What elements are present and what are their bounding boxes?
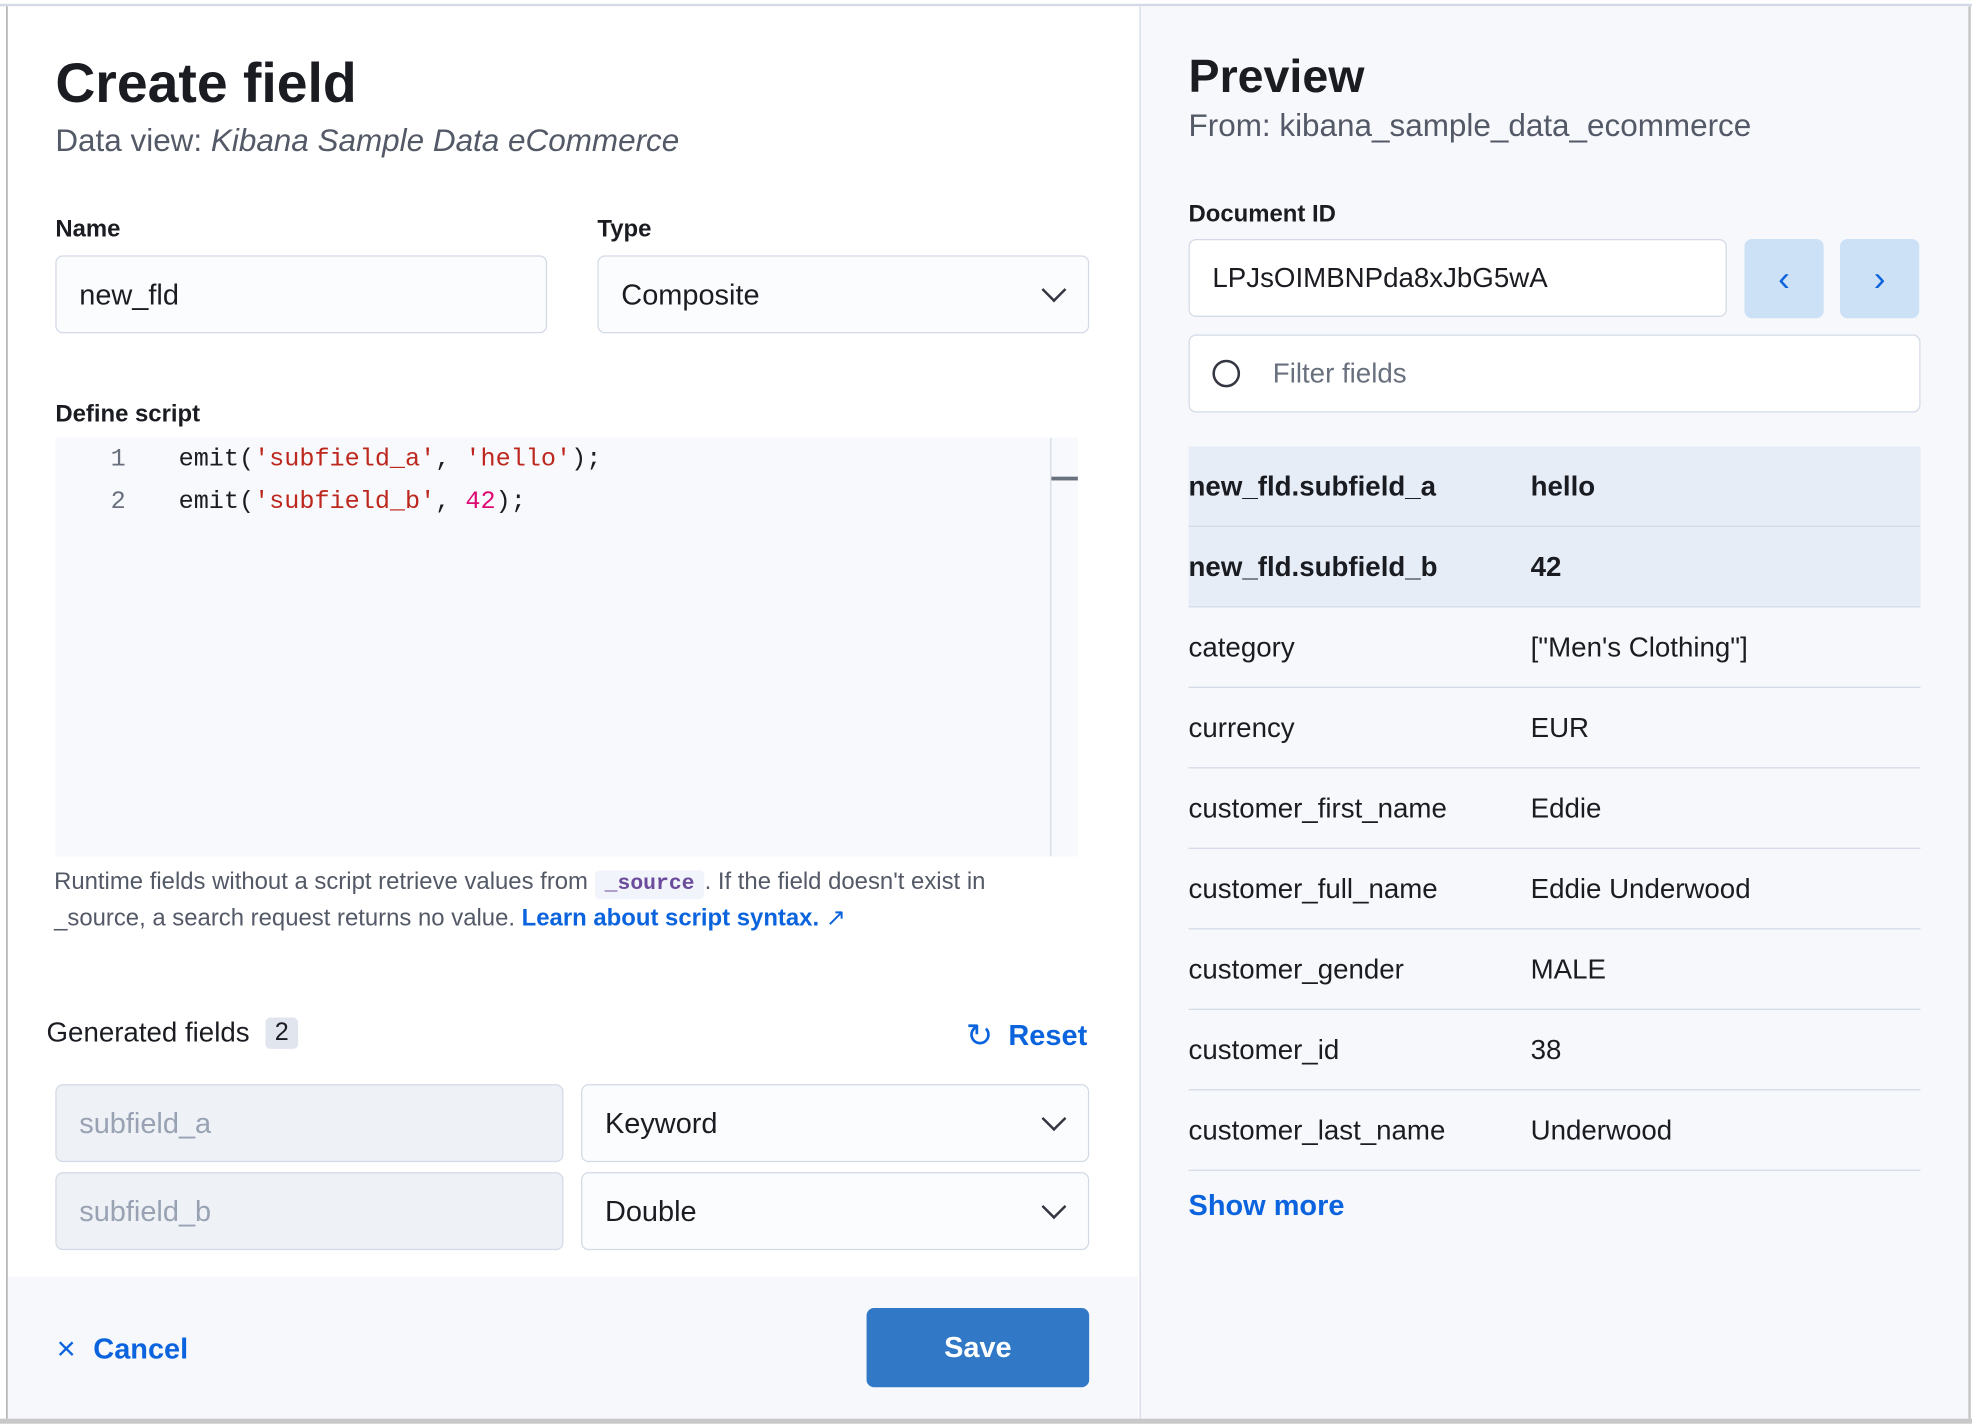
generated-field-name-input: subfield_a (55, 1084, 564, 1163)
data-view-name: Kibana Sample Data eCommerce (210, 123, 680, 159)
cancel-button[interactable]: × Cancel (57, 1329, 189, 1368)
preview-field-row: currency EUR (1188, 688, 1921, 769)
filter-fields-input[interactable]: Filter fields (1188, 334, 1921, 413)
code-string: 'subfield_b' (254, 487, 436, 517)
preview-field-row: customer_full_name Eddie Underwood (1188, 849, 1921, 930)
search-icon (1212, 359, 1241, 388)
save-button[interactable]: Save (866, 1308, 1090, 1388)
field-name: customer_full_name (1188, 872, 1438, 904)
field-name: new_fld.subfield_a (1188, 469, 1437, 502)
subtitle-prefix: Data view: (55, 123, 211, 159)
field-name: currency (1188, 711, 1295, 743)
line-number: 2 (110, 487, 126, 517)
preview-field-row: category ["Men's Clothing"] (1188, 607, 1921, 688)
field-name: category (1188, 630, 1295, 663)
field-name: customer_last_name (1188, 1113, 1446, 1146)
preview-field-row: customer_id 38 (1188, 1010, 1921, 1091)
preview-title: Preview (1188, 50, 1365, 102)
script-editor[interactable]: 1 emit('subfield_a', 'hello'); 2 emit('subf… (55, 437, 1078, 857)
name-value: new_fld (79, 277, 179, 311)
field-value: Eddie Underwood (1530, 872, 1751, 904)
generated-field-name: subfield_a (79, 1106, 212, 1139)
chevron-down-icon (1041, 277, 1067, 303)
field-value: hello (1530, 469, 1596, 502)
preview-source: From: kibana_sample_data_ecommerce (1188, 108, 1752, 144)
help-text-1: Runtime fields without a script retrieve… (54, 869, 588, 896)
document-id-input[interactable]: LPJsOIMBNPda8xJbG5wA (1188, 238, 1727, 317)
line-number: 1 (110, 445, 126, 475)
type-value: Composite (621, 277, 760, 311)
generated-field-type: Keyword (604, 1106, 718, 1139)
field-name: customer_id (1188, 1033, 1340, 1065)
code-token: , (435, 445, 466, 475)
chevron-right-icon: › (1873, 258, 1886, 298)
field-value: 38 (1530, 1033, 1562, 1065)
name-input[interactable]: new_fld (55, 255, 548, 334)
external-link-icon: ↗ (825, 905, 846, 932)
previous-document-button[interactable]: ‹ (1744, 238, 1824, 319)
top-border (0, 3, 1972, 7)
chevron-down-icon (1041, 1106, 1067, 1132)
code-literal: 42 (465, 487, 496, 517)
field-value: ["Men's Clothing"] (1530, 630, 1748, 663)
show-more-link[interactable]: Show more (1188, 1188, 1345, 1222)
generated-fields-header: Generated fields 2 (47, 1016, 298, 1049)
help-text-2: . If the field doesn't exist in (704, 869, 986, 896)
code-token: ); (495, 487, 526, 517)
document-id-value: LPJsOIMBNPda8xJbG5wA (1212, 261, 1548, 294)
chevron-left-icon: ‹ (1778, 258, 1790, 298)
field-value: Eddie (1530, 791, 1602, 824)
field-name: new_fld.subfield_b (1188, 550, 1438, 582)
preview-field-row: new_fld.subfield_a hello (1188, 446, 1921, 527)
preview-field-row: customer_gender MALE (1188, 929, 1921, 1010)
reset-label: Reset (1008, 1018, 1088, 1052)
field-value: EUR (1530, 711, 1590, 743)
data-view-subtitle: Data view: Kibana Sample Data eCommerce (55, 123, 679, 159)
close-icon: × (56, 1329, 76, 1368)
generated-field-type-select[interactable]: Double (581, 1172, 1090, 1251)
generated-count-badge: 2 (265, 1016, 298, 1049)
filter-placeholder: Filter fields (1272, 357, 1407, 389)
generated-field-type: Double (604, 1194, 697, 1227)
generated-field-type-select[interactable]: Keyword (581, 1084, 1090, 1163)
editor-scroll-thumb[interactable] (1051, 476, 1078, 481)
document-id-label: Document ID (1188, 201, 1336, 228)
preview-field-row: customer_last_name Underwood (1188, 1090, 1921, 1171)
source-code-badge: _source (594, 870, 705, 900)
next-document-button[interactable]: › (1840, 238, 1920, 319)
code-token: ); (571, 445, 602, 475)
field-value: Underwood (1530, 1113, 1673, 1146)
type-select[interactable]: Composite (597, 255, 1090, 334)
page-title: Create field (55, 52, 357, 115)
editor-scrollbar-track[interactable] (1050, 437, 1052, 857)
preview-field-row: customer_first_name Eddie (1188, 768, 1921, 849)
name-label: Name (55, 216, 121, 243)
script-syntax-link[interactable]: Learn about script syntax. ↗ (521, 905, 846, 932)
script-help-text: Runtime fields without a script retrieve… (54, 865, 1085, 935)
chevron-down-icon (1041, 1194, 1067, 1220)
generated-field-name: subfield_b (79, 1194, 212, 1227)
help-text-3: _source, a search request returns no val… (54, 905, 516, 932)
bottom-border (0, 1418, 1972, 1424)
field-name: customer_gender (1188, 952, 1404, 985)
refresh-icon: ↻ (965, 1016, 994, 1054)
script-label: Define script (55, 401, 201, 428)
code-token: emit( (178, 487, 255, 517)
cancel-label: Cancel (93, 1331, 189, 1365)
code-token: emit( (178, 445, 255, 475)
code-token: , (435, 487, 466, 517)
generated-field-name-input: subfield_b (55, 1172, 564, 1251)
reset-button[interactable]: ↻ Reset (966, 1016, 1087, 1055)
preview-field-row: new_fld.subfield_b 42 (1188, 526, 1921, 608)
field-value: 42 (1530, 550, 1562, 582)
field-name: customer_first_name (1188, 791, 1447, 824)
generated-fields-label: Generated fields (46, 1016, 250, 1048)
type-label: Type (597, 216, 652, 243)
code-string: 'subfield_a' (254, 445, 436, 475)
field-value: MALE (1530, 952, 1606, 985)
code-literal: 'hello' (465, 445, 572, 475)
